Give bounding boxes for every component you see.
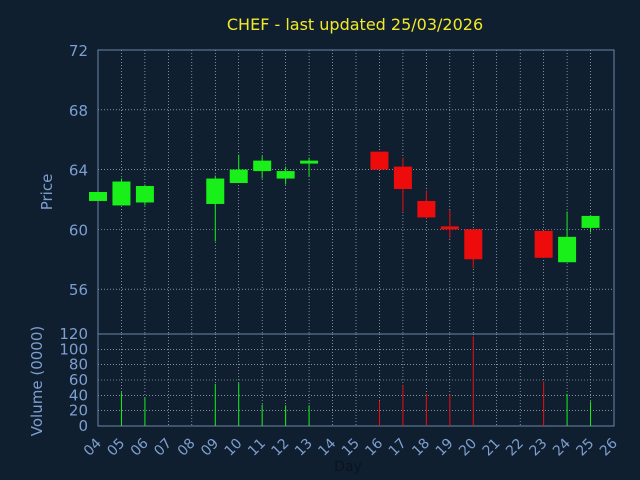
candle-body xyxy=(581,215,600,228)
candle-body xyxy=(464,229,483,260)
candle-body xyxy=(229,169,248,184)
price-tick-label: 56 xyxy=(69,281,88,299)
candle-body xyxy=(370,151,389,170)
price-tick-label: 68 xyxy=(69,102,88,120)
x-axis-label: Day xyxy=(334,459,362,475)
candle-body xyxy=(135,186,154,203)
volume-tick-label: 80 xyxy=(69,356,88,374)
candle-body xyxy=(89,192,107,201)
volume-tick-label: 100 xyxy=(59,340,88,358)
candle-body xyxy=(300,160,319,164)
price-tick-label: 64 xyxy=(69,162,88,180)
price-tick-label: 60 xyxy=(69,221,88,239)
candle-body xyxy=(253,160,272,172)
volume-bars xyxy=(120,336,592,426)
price-axis-label: Price xyxy=(38,174,56,211)
candle-body xyxy=(112,181,131,206)
candle-body xyxy=(206,178,225,204)
price-y-axis: 56 60 64 68 72 xyxy=(69,42,88,299)
candle-body xyxy=(276,171,295,179)
volume-tick-label: 20 xyxy=(69,402,88,420)
volume-tick-label: 40 xyxy=(69,386,88,404)
chart-title: CHEF - last updated 25/03/2026 xyxy=(227,15,483,34)
volume-panel-frame xyxy=(97,333,615,427)
candle-body xyxy=(534,230,553,258)
candle-body xyxy=(393,166,412,190)
candle-body xyxy=(417,200,436,218)
candle-body xyxy=(558,236,577,263)
x-axis: 04 05 06 07 08 09 10 11 12 13 14 15 16 17 18 19 20 21 22 23… xyxy=(81,435,621,459)
candlesticks xyxy=(89,151,600,269)
candle-body xyxy=(440,226,459,230)
volume-axis-label: Volume (0000) xyxy=(28,326,46,436)
volume-tick-label: 120 xyxy=(59,325,88,343)
volume-tick-label: 60 xyxy=(69,371,88,389)
price-tick-label: 72 xyxy=(69,42,88,60)
volume-tick-label: 0 xyxy=(78,417,88,435)
